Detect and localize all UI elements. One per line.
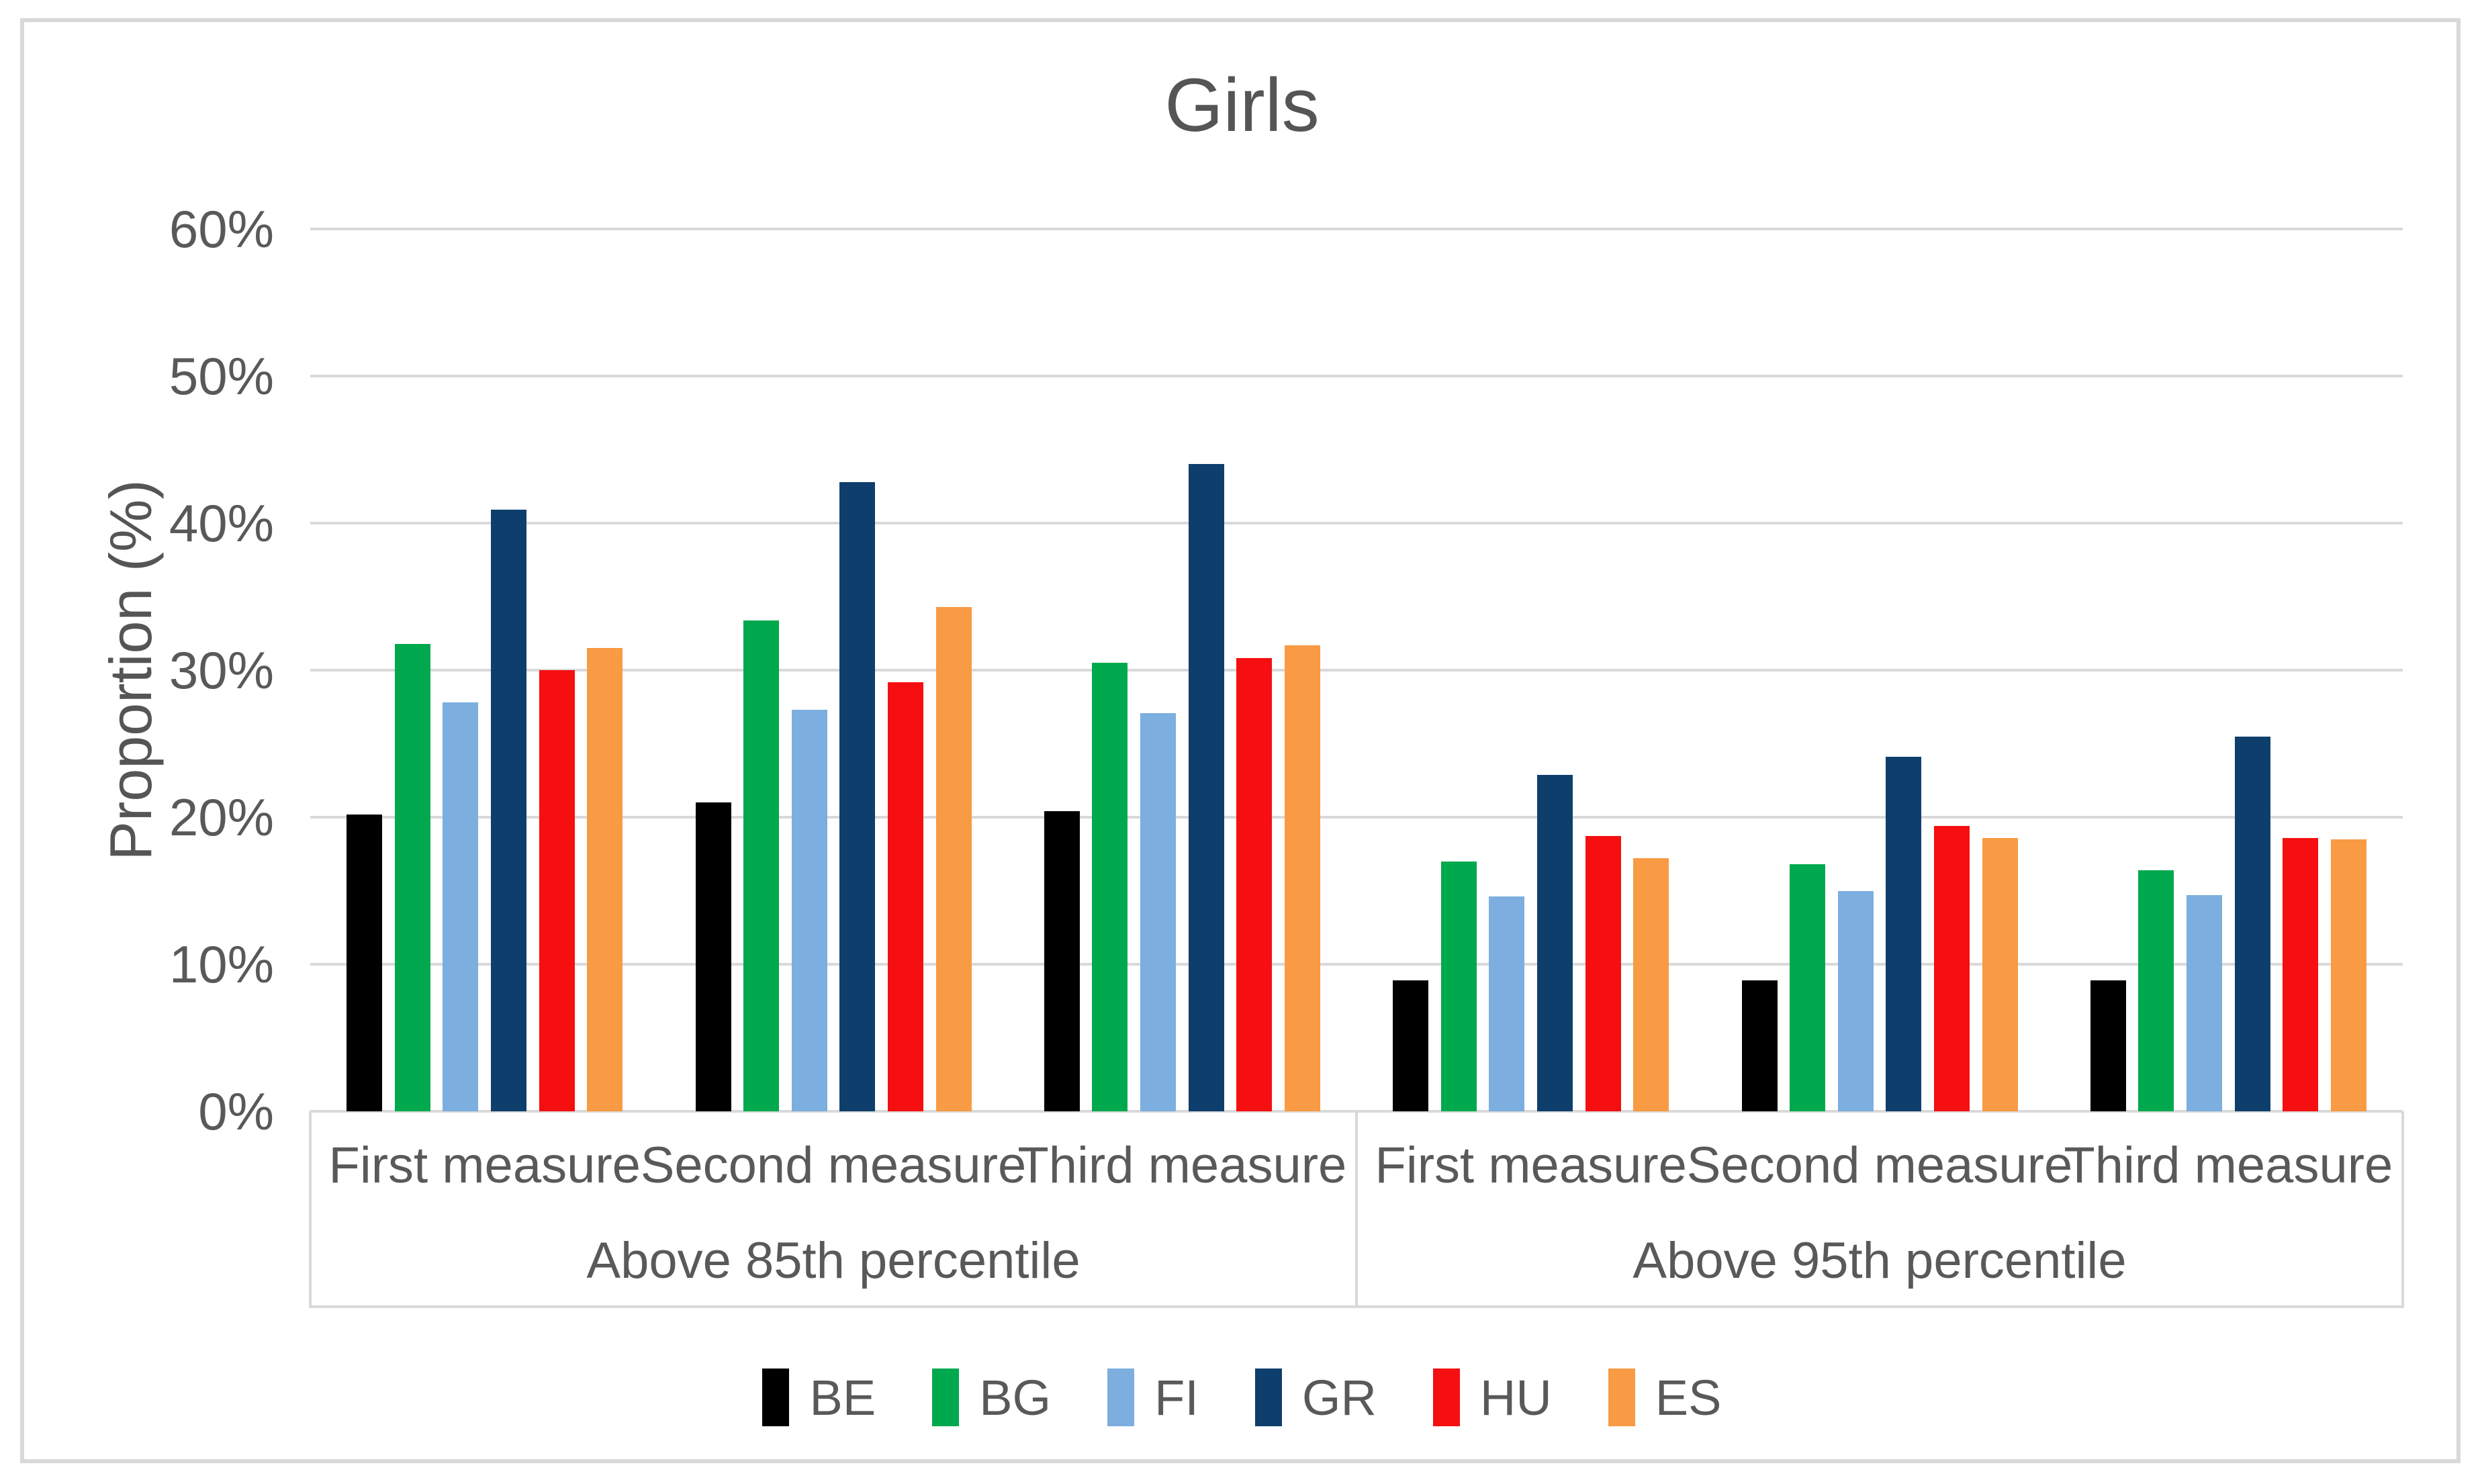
- y-tick-label: 20%: [169, 788, 274, 847]
- legend-item-BE: BE: [762, 1369, 876, 1426]
- category-label: Second measure: [1686, 1137, 2073, 1194]
- bar-HU-cat6: [2283, 837, 2319, 1111]
- gridline: [310, 669, 2403, 671]
- legend-label-BG: BG: [979, 1369, 1052, 1426]
- category-label: First measure: [1375, 1137, 1687, 1194]
- bar-BG-cat5: [1790, 864, 1826, 1111]
- gridline: [310, 522, 2403, 524]
- gridline: [310, 375, 2403, 377]
- legend-marker-ES: [1608, 1369, 1635, 1426]
- bar-FI-cat1: [443, 702, 479, 1111]
- legend-marker-BE: [762, 1369, 790, 1426]
- category-divider: [1355, 1111, 1358, 1308]
- category-divider: [2401, 1111, 2404, 1308]
- bar-BE-cat4: [1393, 980, 1429, 1111]
- gridline: [310, 816, 2403, 819]
- bar-BG-cat2: [743, 620, 780, 1111]
- legend-item-FI: FI: [1107, 1369, 1199, 1426]
- legend-item-ES: ES: [1608, 1369, 1722, 1426]
- y-tick-label: 60%: [169, 199, 274, 259]
- legend-label-ES: ES: [1655, 1369, 1722, 1426]
- bar-GR-cat6: [2234, 736, 2270, 1111]
- y-tick-label: 10%: [169, 935, 274, 994]
- bar-GR-cat1: [490, 510, 526, 1111]
- legend-marker-HU: [1432, 1369, 1460, 1426]
- category-divider: [309, 1111, 312, 1308]
- legend-marker-GR: [1254, 1369, 1282, 1426]
- bar-HU-cat3: [1236, 658, 1273, 1111]
- category-box-bottom-line: [309, 1305, 2404, 1308]
- bar-ES-cat4: [1633, 858, 1669, 1111]
- legend-item-BG: BG: [932, 1369, 1051, 1426]
- legend-marker-FI: [1107, 1369, 1135, 1426]
- bar-FI-cat6: [2187, 895, 2223, 1111]
- bar-ES-cat6: [2330, 839, 2366, 1111]
- bar-GR-cat4: [1536, 774, 1573, 1111]
- plot-area: [310, 228, 2403, 1113]
- legend-item-GR: GR: [1254, 1369, 1377, 1426]
- legend-marker-BG: [932, 1369, 960, 1426]
- y-tick-label: 30%: [169, 641, 274, 700]
- bar-GR-cat2: [839, 481, 876, 1111]
- bar-GR-cat3: [1188, 464, 1224, 1111]
- bar-HU-cat4: [1585, 836, 1621, 1111]
- bar-HU-cat2: [887, 682, 923, 1111]
- category-label: Third measure: [1017, 1137, 1347, 1194]
- bar-BE-cat6: [2090, 980, 2126, 1111]
- category-group-label: Above 95th percentile: [1632, 1232, 2127, 1289]
- legend-label-GR: GR: [1301, 1369, 1377, 1426]
- bar-GR-cat5: [1886, 757, 1922, 1111]
- y-tick-label: 0%: [198, 1082, 274, 1141]
- bar-BE-cat5: [1741, 980, 1778, 1111]
- bar-FI-cat3: [1140, 712, 1177, 1111]
- bar-FI-cat5: [1837, 890, 1874, 1111]
- category-label: Third measure: [2064, 1137, 2393, 1194]
- chart-title: Girls: [1164, 63, 1320, 147]
- legend-item-HU: HU: [1432, 1369, 1552, 1426]
- bar-BG-cat6: [2138, 870, 2174, 1111]
- legend-label-FI: FI: [1154, 1369, 1199, 1426]
- gridline: [310, 228, 2403, 230]
- y-tick-label: 40%: [169, 494, 274, 553]
- legend-label-BE: BE: [809, 1369, 876, 1426]
- bar-ES-cat3: [1284, 645, 1320, 1111]
- bar-BG-cat4: [1440, 861, 1477, 1111]
- bar-ES-cat2: [935, 606, 972, 1111]
- bar-BG-cat3: [1092, 663, 1128, 1111]
- bar-ES-cat5: [1982, 837, 2018, 1111]
- category-label: Second measure: [640, 1137, 1027, 1194]
- legend: BE BG FI GR HU ES: [0, 1369, 2484, 1426]
- chart-outer-frame: [20, 18, 2460, 1463]
- legend-label-HU: HU: [1479, 1369, 1552, 1426]
- bar-FI-cat2: [791, 710, 827, 1111]
- bar-FI-cat4: [1489, 896, 1525, 1111]
- bar-ES-cat1: [587, 648, 623, 1111]
- category-group-label: Above 85th percentile: [586, 1232, 1080, 1289]
- bar-BE-cat1: [347, 814, 383, 1111]
- bar-HU-cat5: [1933, 826, 1970, 1111]
- bar-BE-cat3: [1044, 811, 1080, 1111]
- y-tick-label: 50%: [169, 346, 274, 406]
- bar-HU-cat1: [539, 670, 575, 1111]
- category-label: First measure: [328, 1137, 641, 1194]
- bar-BE-cat2: [695, 802, 731, 1111]
- gridline: [310, 963, 2403, 966]
- bar-BG-cat1: [394, 643, 430, 1111]
